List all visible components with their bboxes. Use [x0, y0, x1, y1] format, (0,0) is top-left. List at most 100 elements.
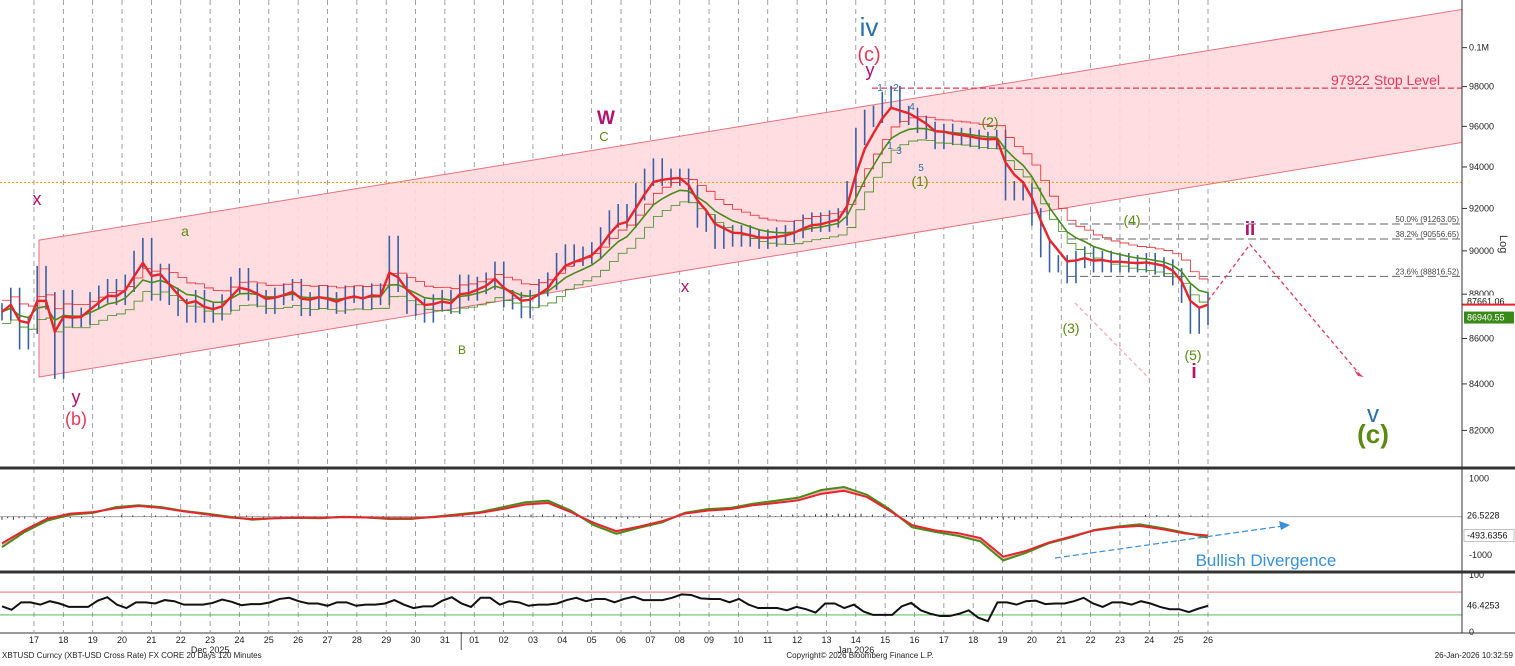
x-tick-label: 21 [146, 635, 156, 645]
wave-label: (b) [65, 409, 87, 429]
axis-layer: 17 18 19 20 21 22 23 24 25 26 27 28 29 30 31 01 02 03 04 05… [29, 43, 1515, 655]
last-value-box [1464, 311, 1514, 324]
macd-last-value-box [1463, 529, 1515, 542]
x-tick-label: 06 [616, 635, 626, 645]
price-axis-label: 82000 [1469, 425, 1494, 435]
price-axis-label: 86000 [1469, 334, 1494, 344]
price-axis-label: 94000 [1469, 162, 1494, 172]
x-tick-label: 26 [293, 635, 303, 645]
upper-band [2, 116, 1209, 310]
wave-label: (c) [1357, 419, 1389, 449]
projection-arrowhead [1354, 370, 1364, 378]
x-tick-label: 17 [939, 635, 949, 645]
price-axis-label: 0.1M [1469, 43, 1489, 53]
x-tick-label: 16 [909, 635, 919, 645]
x-tick-label: 13 [821, 635, 831, 645]
x-tick-label: 23 [1115, 635, 1125, 645]
x-tick-label: 25 [264, 635, 274, 645]
wave-label: (5) [1184, 347, 1201, 363]
fib-level-label: 23.6% (88816.52) [1395, 267, 1459, 276]
wave-label: (4) [1123, 212, 1140, 228]
macd-last-value-label: -493.6356 [1467, 530, 1508, 540]
wave-label: W [597, 108, 615, 129]
wave-label: iv [860, 12, 879, 42]
x-tick-label: 25 [1174, 635, 1184, 645]
grid-layer [33, 0, 1209, 632]
x-tick-label: 15 [880, 635, 890, 645]
x-tick-label: 01 [469, 635, 479, 645]
macd-line [1, 485, 1209, 562]
wave-label: (2) [981, 114, 998, 130]
fib-level-label: 50.0% (91263.05) [1395, 215, 1459, 224]
macd-signal-line [1, 489, 1209, 558]
x-tick-label: 22 [176, 635, 186, 645]
wave-label: a [181, 223, 189, 239]
wave-label: 4 [909, 102, 915, 113]
rsi-last-value-box [1464, 599, 1514, 612]
macd-axis-label: -1000 [1469, 550, 1492, 560]
price-axis-label: 92000 [1469, 203, 1494, 213]
x-tick-label: 21 [1056, 635, 1066, 645]
x-month-label: Jan 2026 [837, 645, 874, 655]
trend-channel [38, 8, 1463, 378]
rsi-line [1, 593, 1209, 623]
x-tick-label: 10 [733, 635, 743, 645]
wave-label: 2 [893, 83, 899, 94]
fib-level-label: 38.2% (90556.65) [1395, 230, 1459, 239]
wave-label: ii [1245, 219, 1256, 240]
macd-last-value-box [1464, 509, 1514, 522]
x-tick-label: 19 [998, 635, 1008, 645]
rsi-last-value-label: 46.4253 [1467, 601, 1500, 611]
x-tick-label: 17 [29, 635, 39, 645]
macd-axis-label: 1000 [1469, 474, 1489, 484]
lower-band [2, 139, 1209, 333]
x-tick-label: 11 [763, 635, 772, 645]
last-value-label: 86940.55 [1467, 313, 1505, 323]
price-axis-label: 96000 [1469, 121, 1494, 131]
price-axis-label: 84000 [1469, 379, 1494, 389]
x-tick-label: 14 [851, 635, 861, 645]
x-tick-label: 29 [381, 635, 391, 645]
log-scale-label: Log [1497, 235, 1509, 253]
wave-label: (c) [857, 44, 880, 66]
bullish-divergence-label: Bullish Divergence [1196, 551, 1337, 570]
x-tick-label: 09 [704, 635, 714, 645]
x-tick-label: 12 [792, 635, 802, 645]
wave-label: B [458, 343, 466, 357]
x-tick-label: 08 [675, 635, 685, 645]
wave-label: v [1367, 401, 1379, 428]
wave-label: i [1191, 361, 1197, 383]
wave-label: 1 [887, 141, 893, 152]
x-tick-label: 04 [557, 635, 567, 645]
footer-timestamp: 26-Jan-2026 10:32:59 [1435, 651, 1514, 660]
macd-fill [2, 486, 1208, 561]
faded-projection-line [1074, 302, 1151, 380]
x-tick-label: 05 [587, 635, 597, 645]
x-tick-label: 23 [205, 635, 215, 645]
wave-label: 3 [896, 146, 902, 157]
price-panel: 97922 Stop Level 50.0% (91263.05) 38.2% (9… [0, 8, 1463, 449]
panel-frames [0, 0, 1515, 634]
wave-label: (1) [911, 173, 928, 189]
x-tick-label: 20 [117, 635, 127, 645]
x-tick-label: 19 [88, 635, 98, 645]
x-tick-label: 18 [968, 635, 978, 645]
rsi-panel [0, 591, 1462, 623]
x-tick-label: 28 [352, 635, 362, 645]
wave-label: 1 [877, 83, 883, 94]
price-axis-label: 98000 [1469, 82, 1494, 92]
projection-path [1207, 243, 1363, 378]
stop-level-label: 97922 Stop Level [1331, 72, 1440, 88]
wave-label: y [72, 387, 81, 407]
wave-label: 5 [918, 163, 924, 174]
x-tick-label: 26 [1203, 635, 1213, 645]
x-tick-label: 31 [440, 635, 450, 645]
x-tick-label: 03 [528, 635, 538, 645]
x-tick-label: 24 [234, 635, 244, 645]
rsi-axis-label: 100 [1469, 570, 1484, 580]
x-tick-label: 30 [411, 635, 421, 645]
wave-label: y [866, 60, 875, 80]
wave-label: C [599, 129, 608, 144]
